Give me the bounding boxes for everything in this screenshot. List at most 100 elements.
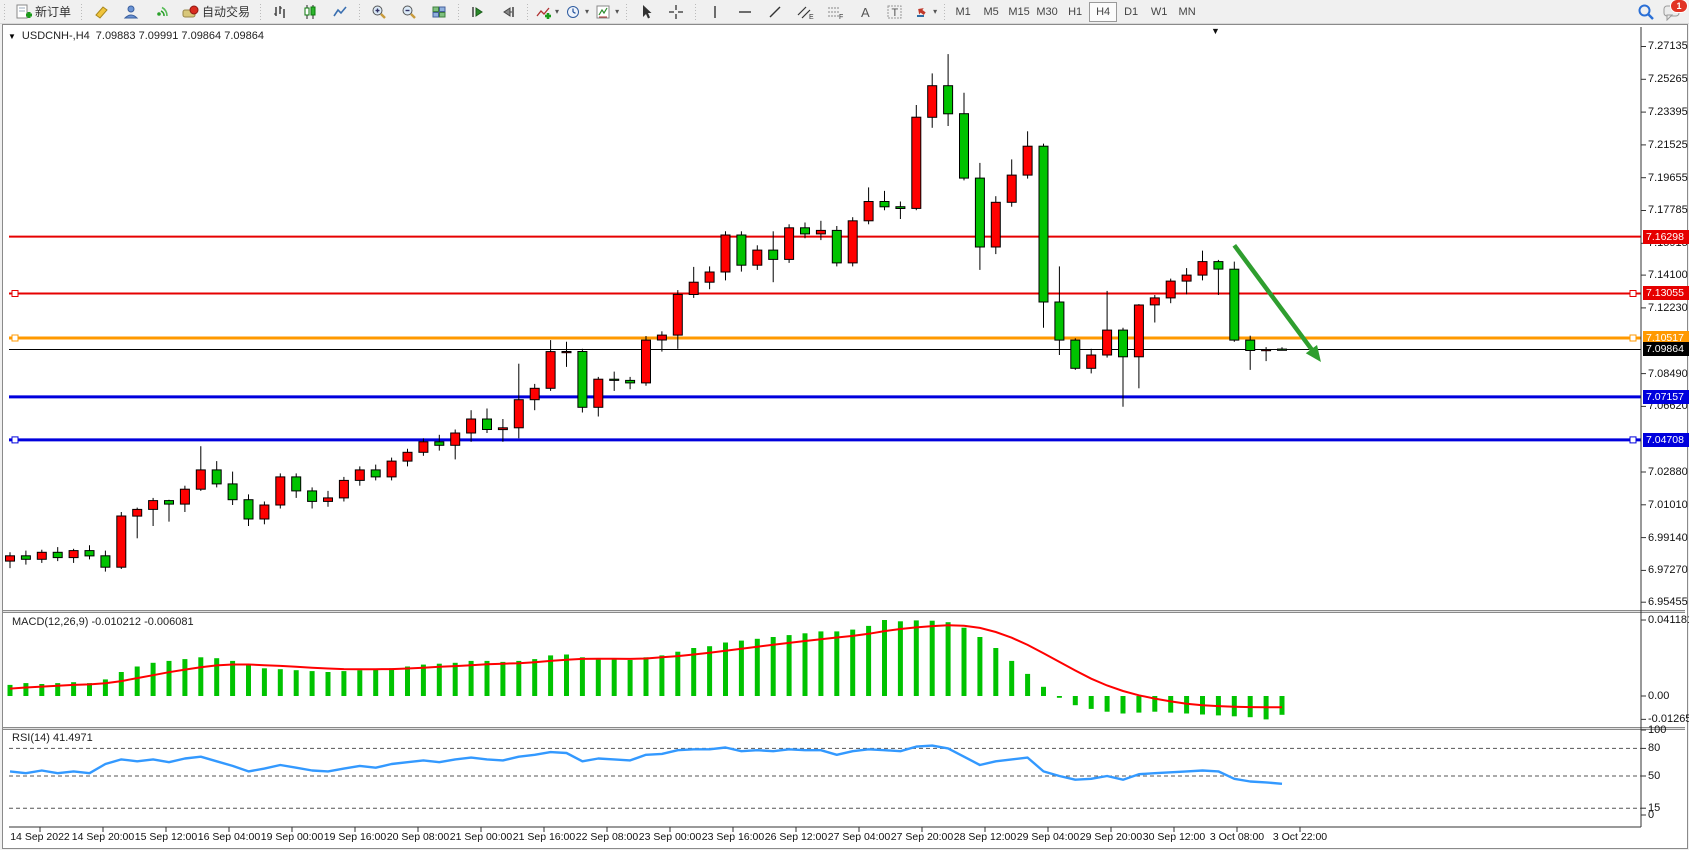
- text-button[interactable]: A: [850, 1, 880, 23]
- macd-histogram-bar: [643, 657, 649, 696]
- candle-body: [466, 418, 477, 434]
- macd-histogram-bar: [309, 671, 315, 696]
- notifications-button[interactable]: 1: [1663, 0, 1688, 21]
- candle-body: [641, 339, 651, 384]
- fibonacci-icon: F: [828, 7, 843, 20]
- timeframe-button-m1[interactable]: M1: [955, 5, 971, 18]
- candle-body: [307, 490, 318, 502]
- chart-shift-marker-icon[interactable]: ▼: [1211, 26, 1220, 36]
- metaeditor-button[interactable]: [86, 1, 116, 23]
- cursor-button[interactable]: [631, 1, 661, 23]
- new-order-button[interactable]: 新订单: [9, 1, 77, 23]
- chart-shift-button[interactable]: [493, 1, 523, 23]
- candle-body: [529, 387, 540, 401]
- macd-histogram-bar: [436, 663, 442, 696]
- zoom-out-icon: [402, 5, 416, 19]
- market-button[interactable]: [116, 1, 146, 23]
- candle-body: [800, 227, 810, 235]
- macd-histogram-bar: [373, 669, 379, 696]
- toolbar-grip[interactable]: [2, 3, 7, 20]
- periods-button[interactable]: ▾: [562, 1, 592, 23]
- candle-body: [990, 201, 1001, 248]
- macd-histogram-bar: [1168, 696, 1174, 713]
- timeframe-button-d1[interactable]: D1: [1124, 5, 1139, 18]
- macd-histogram-bar: [7, 684, 13, 696]
- macd-histogram-bar: [389, 668, 395, 696]
- timeframe-button-w1[interactable]: W1: [1150, 5, 1168, 18]
- macd-histogram-bar: [961, 627, 967, 696]
- candle-body: [736, 234, 747, 266]
- macd-histogram-bar: [150, 662, 156, 696]
- macd-histogram-bar: [834, 631, 840, 696]
- candlestick-chart-button[interactable]: [295, 1, 325, 23]
- candle-body: [1054, 301, 1065, 341]
- arrows-button[interactable]: ▾: [910, 1, 940, 23]
- macd-signal-value: -0.006081: [144, 616, 194, 628]
- timeframe-button-h1[interactable]: H1: [1068, 5, 1083, 18]
- zoom-out-button[interactable]: [394, 1, 424, 23]
- text-label-button[interactable]: T: [880, 1, 910, 23]
- trendline-button[interactable]: [760, 1, 790, 23]
- candle-body: [68, 550, 79, 559]
- candle-body: [1277, 348, 1287, 351]
- tile-windows-button[interactable]: [424, 1, 454, 23]
- toolbar-grip[interactable]: [525, 3, 531, 20]
- macd-histogram-bar: [341, 671, 347, 696]
- macd-histogram-bar: [1184, 696, 1190, 714]
- autotrading-button[interactable]: 自动交易: [176, 1, 256, 23]
- svg-text:A: A: [861, 5, 870, 20]
- macd-histogram-bar: [71, 682, 77, 696]
- timeframe-button-m30[interactable]: M30: [1036, 5, 1058, 18]
- text-label-icon: T: [887, 5, 902, 19]
- candle-body: [831, 229, 842, 264]
- macd-histogram-bar: [770, 637, 776, 696]
- horizontal-line-button[interactable]: [730, 1, 760, 23]
- equidistant-channel-button[interactable]: E: [790, 1, 820, 23]
- search-button[interactable]: [1637, 3, 1655, 21]
- hline-handle: [1629, 436, 1637, 444]
- toolbar-grip[interactable]: [79, 3, 85, 20]
- auto-scroll-button[interactable]: [463, 1, 493, 23]
- bar-chart-button[interactable]: [265, 1, 295, 23]
- signals-button[interactable]: [146, 1, 176, 23]
- template-icon: [596, 5, 610, 18]
- chart-window[interactable]: [2, 24, 1688, 849]
- indicators-button[interactable]: ▾: [532, 1, 562, 23]
- toolbar-grip[interactable]: [357, 3, 363, 20]
- new-order-icon: [16, 4, 32, 18]
- chart-menu-icon[interactable]: ▼: [8, 31, 16, 41]
- candle-body: [513, 399, 524, 429]
- candle-body: [879, 201, 890, 208]
- toolbar-grip[interactable]: [624, 3, 630, 20]
- fibonacci-button[interactable]: F: [820, 1, 850, 23]
- candle-body: [179, 488, 190, 505]
- toolbar-grip[interactable]: [693, 3, 699, 20]
- toolbar-grip[interactable]: [456, 3, 462, 20]
- toolbar-grip[interactable]: [258, 3, 264, 20]
- templates-button[interactable]: ▾: [592, 1, 622, 23]
- line-chart-button[interactable]: [325, 1, 355, 23]
- candle-body: [561, 351, 572, 354]
- candle-body: [1245, 339, 1256, 352]
- zoom-in-button[interactable]: [364, 1, 394, 23]
- macd-histogram-bar: [850, 629, 856, 696]
- metaeditor-icon: [95, 5, 108, 19]
- timeframe-button-m5[interactable]: M5: [983, 5, 999, 18]
- candle-body: [911, 116, 922, 209]
- timeframe-button-mn[interactable]: MN: [1178, 5, 1196, 18]
- hline-handle: [11, 334, 19, 342]
- timeframe-button-h4[interactable]: H4: [1089, 1, 1118, 22]
- candle-body: [1165, 280, 1176, 299]
- crosshair-icon: [669, 4, 684, 19]
- main-toolbar: 新订单 自动交易: [0, 0, 1689, 24]
- vertical-line-button[interactable]: [700, 1, 730, 23]
- candle-body: [1229, 268, 1240, 341]
- timeframe-button-m15[interactable]: M15: [1008, 5, 1030, 18]
- macd-histogram-bar: [293, 670, 299, 696]
- macd-signal-line: [9, 624, 1283, 709]
- rsi-value: 41.4971: [52, 732, 93, 744]
- crosshair-button[interactable]: [661, 1, 691, 23]
- chart-ohlc-values: 7.09883 7.09991 7.09864 7.09864: [95, 30, 264, 42]
- toolbar-grip[interactable]: [942, 3, 948, 20]
